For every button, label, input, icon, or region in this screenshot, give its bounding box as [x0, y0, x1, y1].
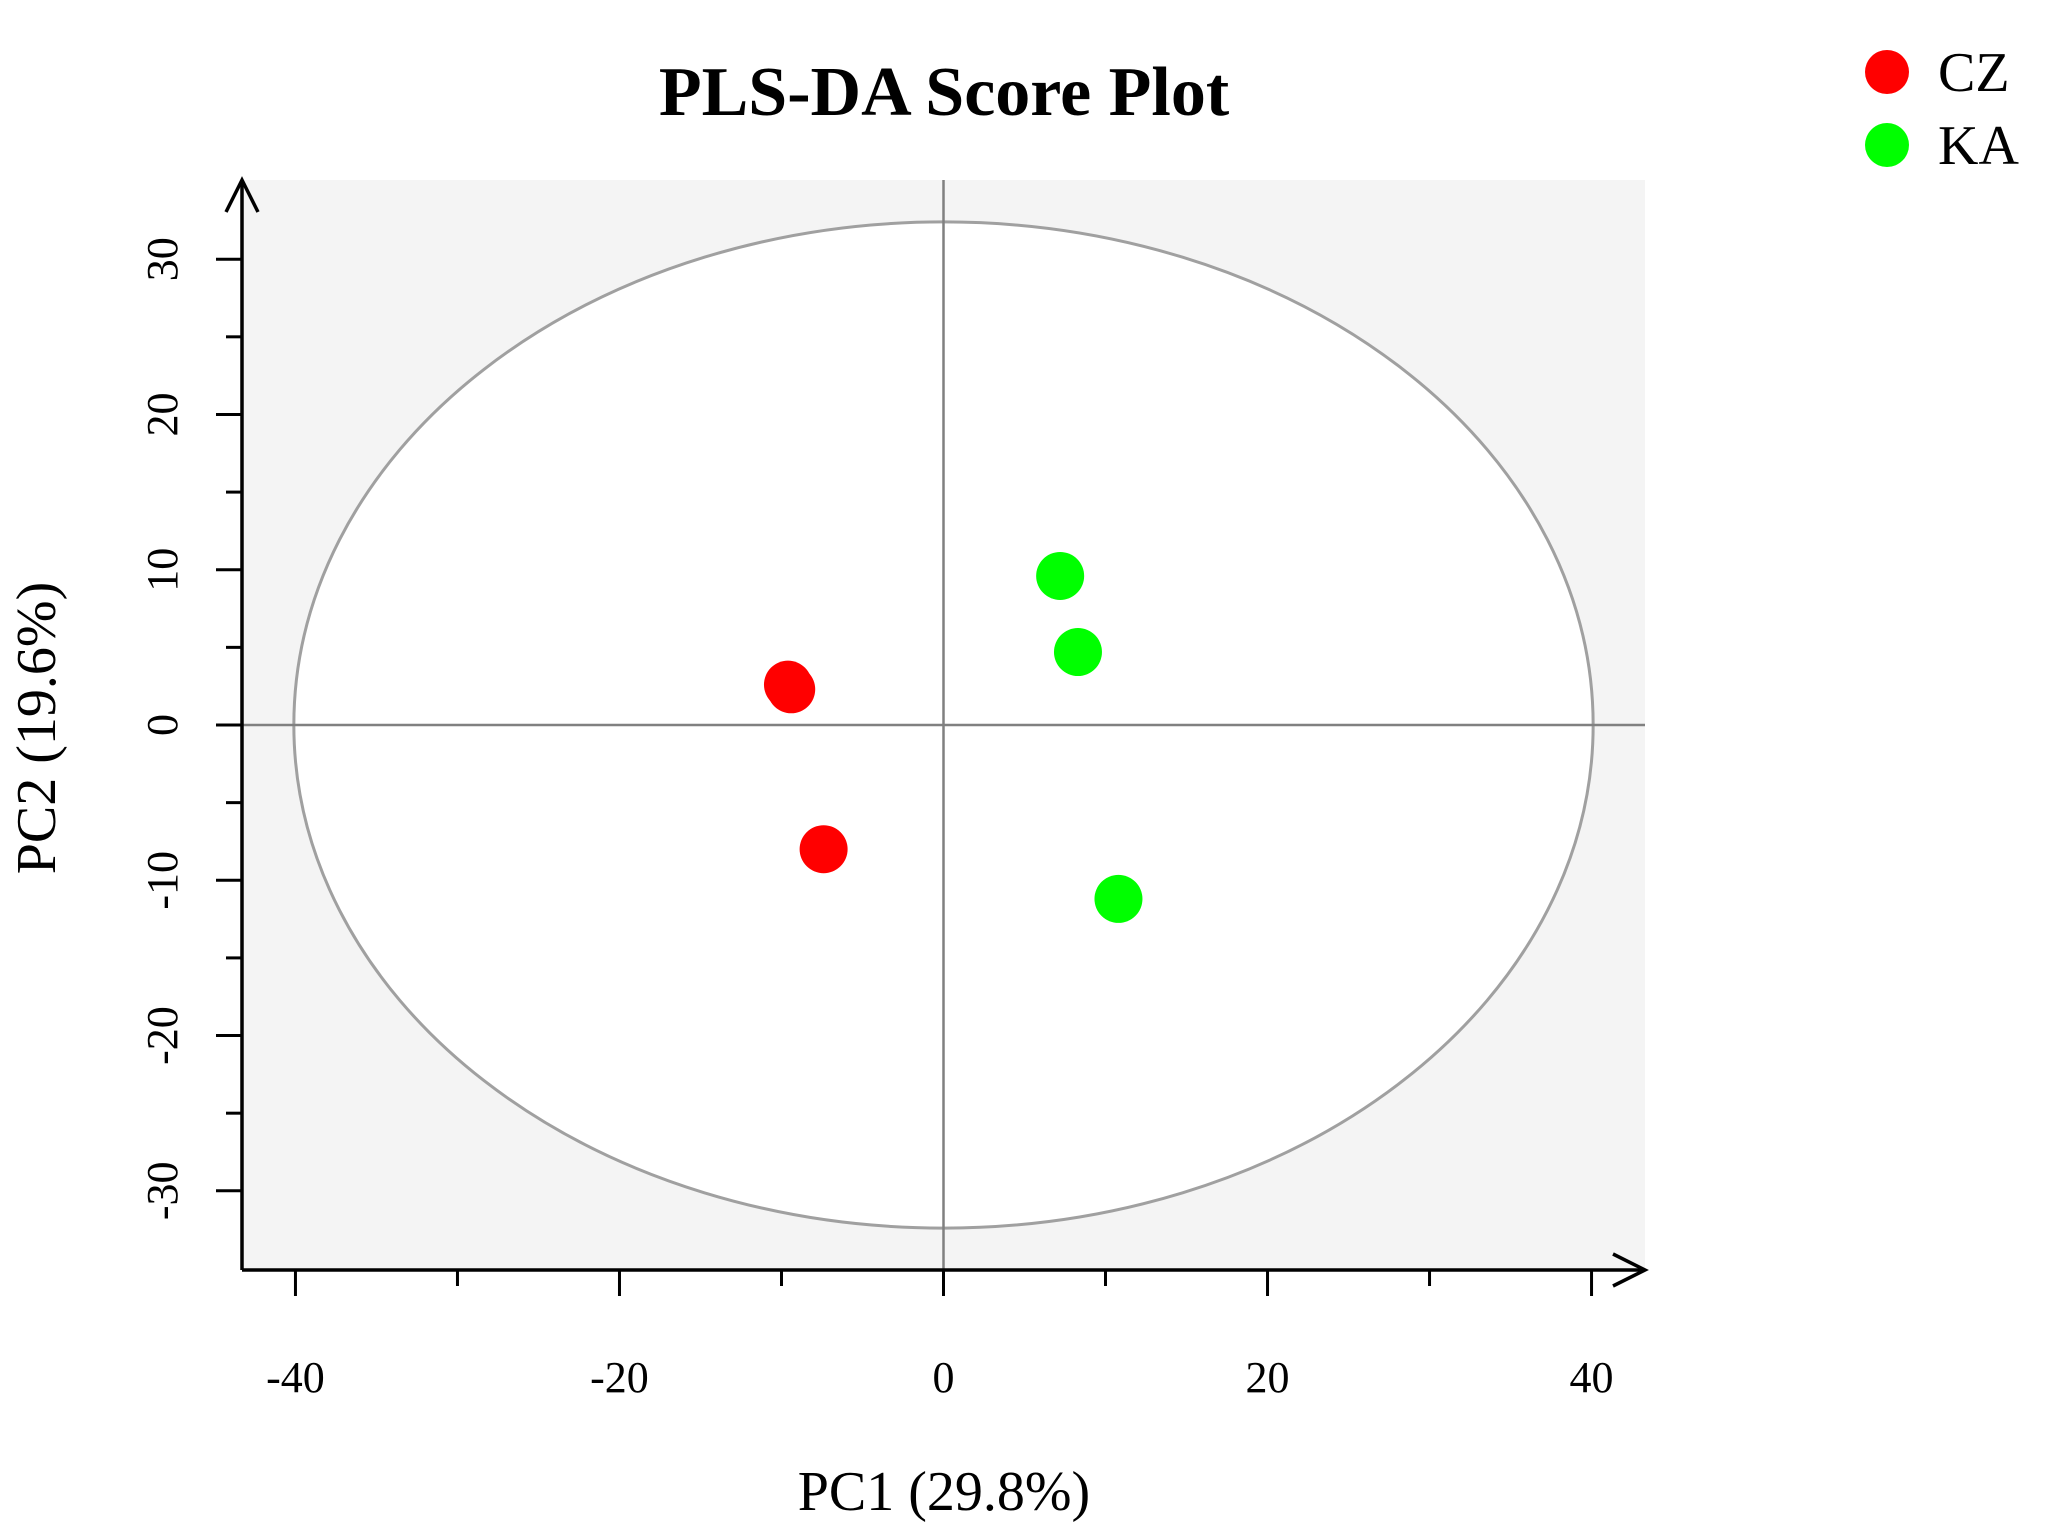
y-tick-label: -10: [138, 851, 187, 910]
legend-label-cz: CZ: [1938, 42, 2010, 104]
data-points: [763, 551, 1143, 923]
legend-marker-cz: [1865, 50, 1909, 94]
x-tick-label: 0: [933, 1353, 955, 1402]
x-tick-label: -20: [590, 1353, 649, 1402]
y-tick-label: 30: [138, 237, 187, 281]
point-ka-1: [1036, 551, 1085, 600]
y-axis-ticks: -30 -20 -10 0 10 20 30: [138, 237, 242, 1220]
x-tick-label: 40: [1570, 1353, 1614, 1402]
x-axis-ticks: -40 -20 0 20 40: [266, 1270, 1614, 1402]
point-ka-2: [1053, 628, 1102, 677]
y-tick-label: -30: [138, 1161, 187, 1220]
legend-marker-ka: [1865, 123, 1909, 167]
x-tick-label: -40: [266, 1353, 325, 1402]
chart-title: PLS-DA Score Plot: [659, 54, 1229, 131]
legend: CZ KA: [1865, 42, 2019, 177]
point-ka-3: [1094, 874, 1143, 923]
y-tick-label: -20: [138, 1006, 187, 1065]
x-tick-label: 20: [1246, 1353, 1290, 1402]
y-axis-label: PC2 (19.6%): [6, 582, 68, 874]
y-tick-label: 20: [138, 392, 187, 436]
y-tick-label: 10: [138, 548, 187, 592]
legend-label-ka: KA: [1938, 115, 2019, 177]
point-cz-3: [799, 825, 848, 874]
x-axis-arrow: [1612, 1252, 1649, 1288]
x-axis-label: PC1 (29.8%): [798, 1461, 1090, 1523]
y-tick-label: 0: [138, 714, 187, 736]
y-axis-arrow: [224, 176, 260, 213]
point-cz-2: [767, 665, 816, 714]
